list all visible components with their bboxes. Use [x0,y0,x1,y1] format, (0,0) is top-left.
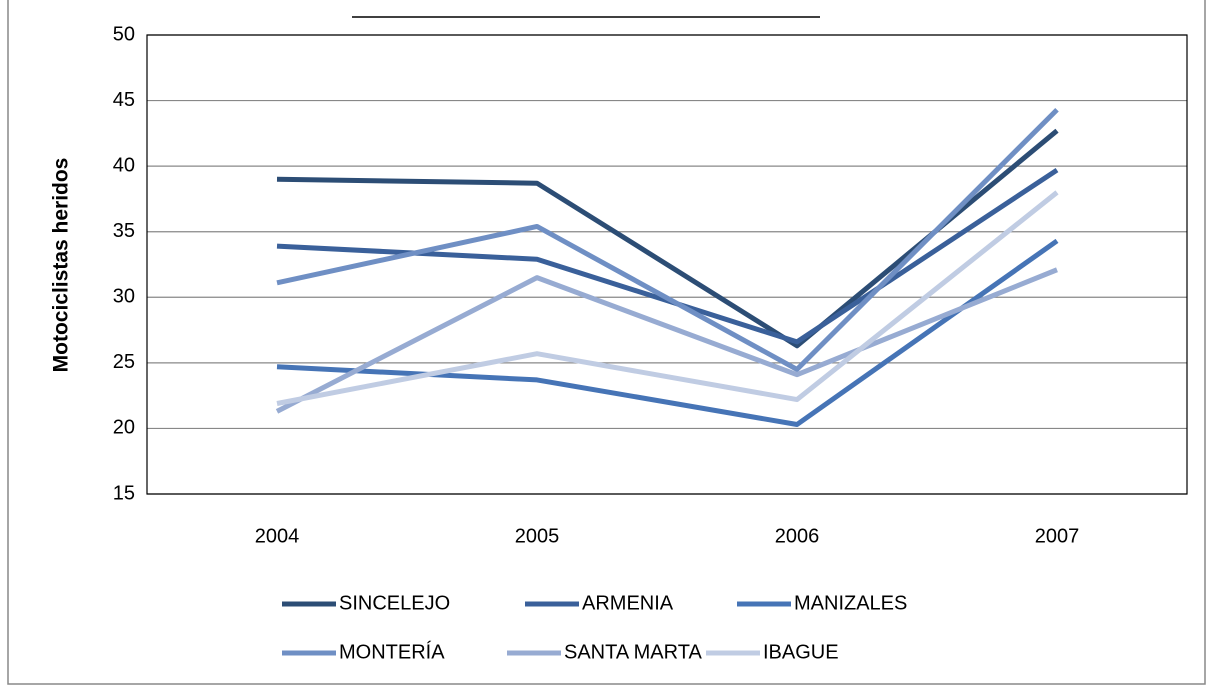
series-line [276,128,1059,349]
y-tick-label: 30 [113,286,135,308]
legend-label: MONTERÍA [339,640,445,663]
series-line [275,267,1058,414]
y-tick-label: 35 [113,220,135,242]
plot-frame [146,34,1188,495]
x-tick-label: 2005 [515,525,560,547]
x-tick-label: 2007 [1035,525,1080,547]
y-tick-label: 40 [113,154,135,176]
legend-label: IBAGUE [763,641,839,663]
legend-label: SANTA MARTA [564,641,702,663]
legend-label: SINCELEJO [339,592,450,614]
x-tick-label: 2004 [255,525,300,547]
legend-label: MANIZALES [794,592,907,614]
chart-frame [7,0,1206,685]
x-tick-label: 2006 [775,525,820,547]
y-tick-label: 45 [113,89,135,111]
series-line [276,190,1059,406]
y-tick-label: 15 [113,482,135,504]
series-line [276,238,1059,427]
y-axis-label: Motociclistas heridos [50,158,73,373]
series-line [276,107,1059,372]
y-tick-label: 20 [113,417,135,439]
y-tick-label: 25 [113,351,135,373]
y-tick-label: 50 [113,23,135,45]
legend-label: ARMENIA [582,592,674,614]
